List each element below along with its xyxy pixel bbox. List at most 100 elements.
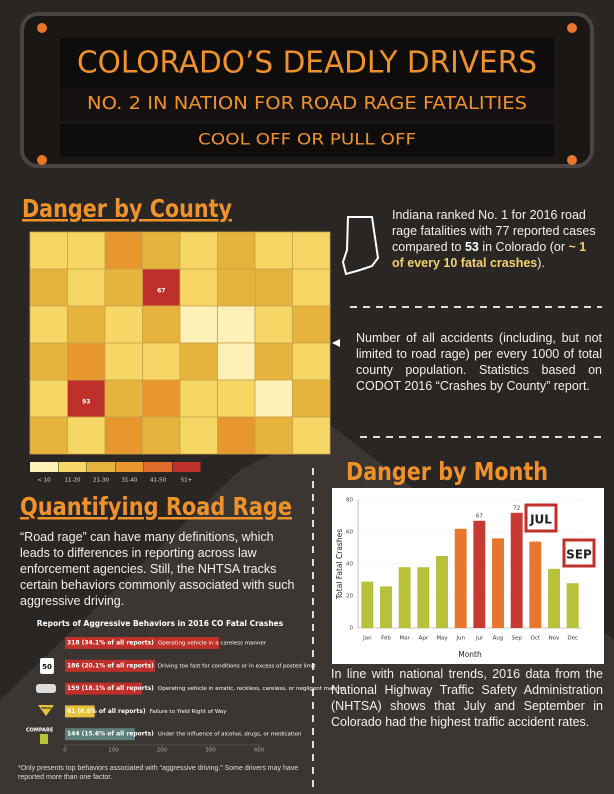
x-tick-label: 100	[108, 748, 119, 754]
pointer	[332, 339, 340, 347]
county	[142, 342, 181, 381]
county	[142, 268, 181, 307]
county	[29, 416, 68, 455]
background-shape	[0, 425, 614, 794]
legend-label: 11-20	[65, 478, 81, 484]
legend-label: 51+	[181, 478, 193, 484]
month-chart: 0 20 40 60 80 Jan Feb Mar Apr May Jun Jul 67 Aug Sep 72…	[335, 498, 582, 659]
county	[104, 379, 143, 418]
county	[104, 342, 143, 381]
map-legend: < 10 11-20 21-30 31-40 41-50 51+	[30, 462, 201, 484]
category-label: Failure to Yield Right of Way	[150, 709, 228, 715]
x-tick-label: Jul	[475, 636, 483, 642]
county	[254, 379, 293, 418]
county	[142, 416, 181, 455]
bar	[454, 528, 467, 628]
county	[67, 416, 106, 455]
bar	[380, 586, 392, 628]
y-tick-label: 60	[346, 530, 353, 536]
behavior-chart: 0 100 200 300 400 318 (34.1% of all reports) O…	[63, 637, 346, 754]
footnote: *Only presents top behaviors associated …	[18, 765, 299, 781]
bar	[65, 728, 135, 741]
county	[179, 268, 218, 307]
legend-label: < 10	[37, 478, 51, 484]
county	[104, 268, 143, 307]
bar	[473, 520, 486, 628]
county	[254, 342, 293, 381]
month-text: In line with national trends, 2016 data …	[331, 667, 603, 729]
county	[292, 416, 331, 455]
county	[254, 305, 293, 344]
value-label: 67	[476, 513, 483, 519]
note-text: in Colorado (or	[478, 240, 569, 254]
subtitle-bar	[60, 88, 554, 121]
calendar-icon	[562, 538, 596, 568]
y-axis-label: Total Fatal Crashes	[335, 529, 344, 600]
county	[104, 416, 143, 455]
bar	[566, 583, 579, 628]
x-tick-label: Oct	[531, 636, 541, 642]
bar	[398, 567, 411, 628]
x-tick-label: Jan	[362, 636, 372, 642]
legend-label: 21-30	[93, 478, 109, 484]
bar	[65, 637, 220, 649]
county	[217, 416, 256, 455]
county	[217, 268, 256, 307]
calendar-icon	[524, 503, 558, 533]
legend-swatch	[58, 462, 87, 472]
category-label: Under the influence of alcohol, drugs, o…	[158, 732, 302, 738]
county	[104, 231, 143, 270]
y-tick-label: 80	[346, 498, 353, 504]
county	[104, 305, 143, 344]
y-tick-label: 20	[346, 594, 353, 600]
bar	[417, 567, 430, 628]
x-tick-label: Nov	[549, 636, 560, 642]
county	[179, 305, 218, 344]
car-icon	[36, 684, 56, 693]
bar	[492, 538, 504, 628]
county	[217, 379, 256, 418]
header-dot	[567, 23, 577, 33]
header-dot	[37, 23, 47, 33]
calendar-label: JUL	[529, 513, 552, 527]
chart-title: Reports of Aggressive Behaviors in 2016 …	[37, 619, 284, 628]
yield-sign	[38, 705, 54, 716]
value-label: 61 (6.6% of all reports)	[67, 708, 146, 715]
x-tick-label: 300	[205, 748, 216, 754]
county	[179, 416, 218, 455]
county	[292, 268, 331, 307]
county-label: 93	[82, 399, 90, 406]
county	[142, 379, 181, 418]
tagline-bar	[60, 124, 554, 157]
county	[67, 231, 106, 270]
category-label: Operating vehicle in a careless manner	[158, 641, 267, 647]
header-dot	[567, 155, 577, 165]
x-tick-label: Jun	[455, 636, 465, 642]
county	[29, 342, 68, 381]
x-tick-label: Aug	[493, 636, 504, 642]
county	[217, 342, 256, 381]
note-highlight: ~ 1 of every 10 fatal crashes	[392, 240, 587, 270]
value-label: 144 (15.6% of all reports)	[67, 731, 154, 738]
county	[217, 231, 256, 270]
county	[142, 231, 181, 270]
value-label: 186 (20.1% of all reports)	[67, 662, 154, 669]
bar	[529, 541, 542, 628]
county	[254, 416, 293, 455]
icon-label: YIELD	[40, 706, 51, 710]
bar	[548, 568, 560, 628]
subtitle: NO. 2 IN NATION FOR ROAD RAGE FATALITIES	[87, 93, 527, 114]
y-tick-label: 0	[350, 626, 354, 632]
icon-label: COMPARE	[26, 728, 54, 734]
legend-swatch	[172, 462, 201, 472]
county	[67, 342, 106, 381]
speed-sign	[40, 658, 54, 674]
legend-label: 41-50	[150, 478, 166, 484]
note-highlight: 53	[464, 240, 479, 254]
legend-swatch	[115, 462, 144, 472]
bar	[65, 659, 156, 672]
category-label: Operating vehicle in erratic, reckless, …	[158, 686, 346, 692]
county	[179, 379, 218, 418]
county	[179, 231, 218, 270]
legend-swatch	[30, 462, 58, 472]
